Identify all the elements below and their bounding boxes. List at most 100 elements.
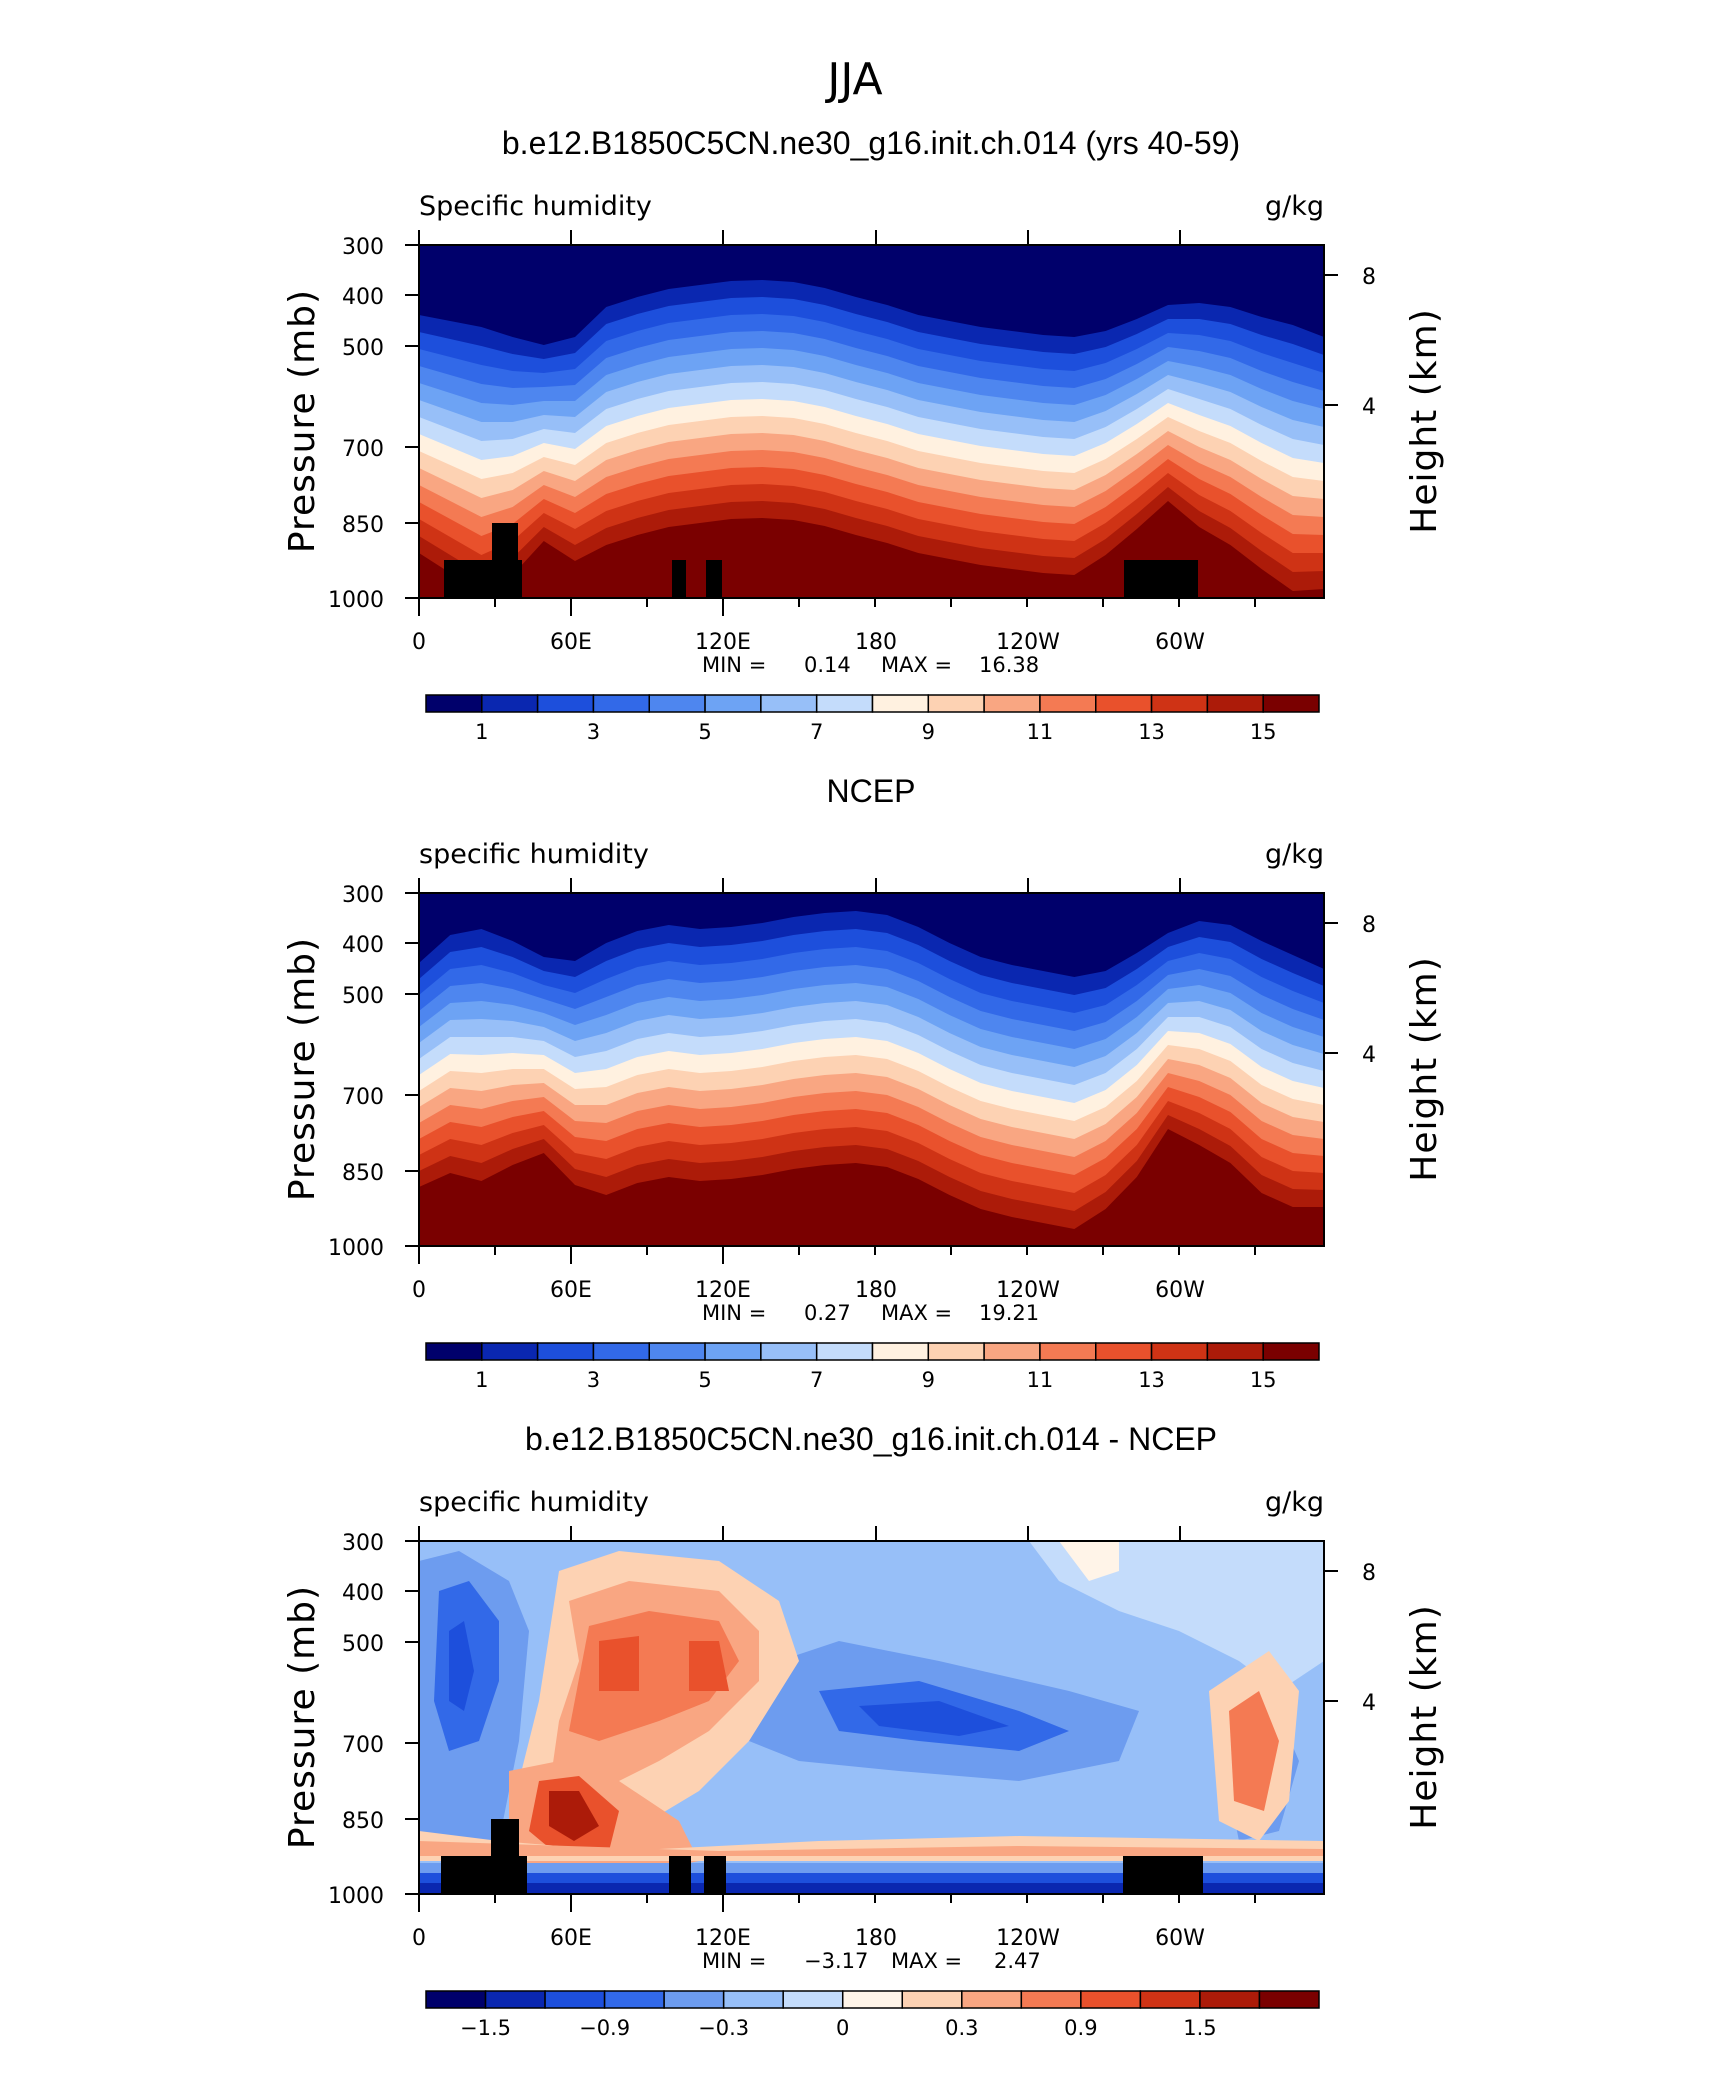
y-tick-label: 300 [342, 235, 384, 260]
y-tick-label: 400 [342, 933, 384, 958]
colorbar-swatch [983, 1342, 1041, 1361]
panel-title: NCEP [827, 773, 916, 809]
x-tick-label: 120E [695, 1278, 751, 1303]
colorbar-label: −0.9 [579, 2016, 630, 2040]
contour-field [419, 893, 1324, 1246]
contour-band [599, 1636, 639, 1691]
y-tick-label: 500 [342, 984, 384, 1009]
colorbar-swatch [927, 694, 985, 713]
x-tick-label: 60W [1155, 1278, 1205, 1303]
y-right-tick-label: 8 [1362, 265, 1376, 290]
contour-band [689, 1641, 729, 1691]
panel-ncep: NCEP specific humidity g/kg 0 60E 120E 180 1… [282, 773, 1445, 1392]
y-tick-label: 300 [342, 883, 384, 908]
colorbar-swatch [663, 1990, 725, 2009]
max-label: MAX = [891, 1949, 962, 1973]
colorbar-label: 7 [810, 1368, 823, 1392]
variable-label: specific humidity [419, 839, 649, 870]
contour-band [1229, 1691, 1279, 1811]
contour-band [419, 1841, 1324, 1856]
colorbar-label: 0.9 [1064, 2016, 1097, 2040]
variable-label: specific humidity [419, 1487, 649, 1518]
colorbar-swatch [1150, 1342, 1209, 1361]
colorbar-swatch [782, 1990, 844, 2009]
y-right-tick-label: 8 [1362, 1561, 1376, 1586]
contour-field [419, 1541, 1324, 1894]
colorbar-label: 15 [1250, 720, 1277, 744]
x-tick-label: 180 [855, 630, 897, 655]
terrain-block [441, 1856, 527, 1894]
colorbar-swatch [484, 1990, 546, 2009]
x-tick-label: 120E [695, 1926, 751, 1951]
x-tick-label: 60W [1155, 630, 1205, 655]
contour-band [419, 501, 1324, 598]
colorbar-label: 3 [587, 720, 600, 744]
colorbar-swatch [961, 1990, 1023, 2009]
colorbar-swatch [592, 694, 650, 713]
x-tick-label: 180 [855, 1278, 897, 1303]
y-tick-label: 1000 [328, 1884, 384, 1909]
max-value: 19.21 [979, 1301, 1039, 1325]
colorbar-label: 3 [587, 1368, 600, 1392]
colorbar-label: 9 [922, 1368, 935, 1392]
colorbar-swatch [648, 1342, 706, 1361]
min-label: MIN = [702, 1301, 766, 1325]
plot-frame [418, 1540, 1325, 1895]
colorbar-label: −1.5 [460, 2016, 511, 2040]
terrain-mask [441, 1819, 1203, 1894]
panel-title: b.e12.B1850C5CN.ne30_g16.init.ch.014 (yr… [502, 125, 1240, 161]
plot-frame [418, 244, 1325, 599]
terrain-block [492, 523, 518, 563]
colorbar-swatch [1039, 694, 1097, 713]
terrain-block [669, 1856, 691, 1894]
colorbar-swatch [1039, 1342, 1097, 1361]
y-tick-label: 400 [342, 285, 384, 310]
colorbar-swatch [901, 1990, 963, 2009]
colorbar-label: 9 [922, 720, 935, 744]
y-right-tick-label: 4 [1362, 1691, 1376, 1716]
colorbar-swatch [1095, 694, 1153, 713]
units-label: g/kg [1265, 191, 1324, 222]
x-tick-label: 120W [996, 630, 1060, 655]
colorbar-label: 0 [836, 2016, 849, 2040]
terrain-block [704, 1856, 726, 1894]
colorbar-swatch [1199, 1990, 1261, 2009]
colorbar-label: 1 [475, 1368, 488, 1392]
y-right-tick-label: 4 [1362, 395, 1376, 420]
y-tick-label: 700 [342, 437, 384, 462]
x-tick-label: 0 [412, 630, 426, 655]
colorbar-swatch [1262, 694, 1320, 713]
variable-label: Specific humidity [419, 191, 652, 222]
y-tick-label: 850 [342, 513, 384, 538]
max-label: MAX = [881, 653, 952, 677]
colorbar-swatch [481, 1342, 539, 1361]
y-tick-label: 1000 [328, 588, 384, 613]
max-label: MAX = [881, 1301, 952, 1325]
colorbar-swatch [1095, 1342, 1153, 1361]
terrain-block [706, 560, 722, 598]
x-tick-label: 60W [1155, 1926, 1205, 1951]
colorbar-swatch [1080, 1990, 1142, 2009]
colorbar-swatch [592, 1342, 650, 1361]
colorbar-swatch [1139, 1990, 1201, 2009]
panel-model: b.e12.B1850C5CN.ne30_g16.init.ch.014 (yr… [282, 125, 1445, 744]
figure-title: JJA [824, 54, 882, 105]
y-tick-label: 1000 [328, 1236, 384, 1261]
colorbar-label: 5 [698, 720, 711, 744]
contour-band [859, 1701, 1009, 1736]
y-tick-label: 400 [342, 1581, 384, 1606]
colorbar-swatch [871, 1342, 930, 1361]
y-axis-label: Pressure (mb) [282, 937, 323, 1201]
units-label: g/kg [1265, 1487, 1324, 1518]
colorbar-swatch [927, 1342, 985, 1361]
colorbar-swatch [815, 694, 874, 713]
colorbar-swatch [871, 694, 930, 713]
x-tick-label: 120W [996, 1926, 1060, 1951]
y-axis-right-label: Height (km) [1404, 1604, 1445, 1829]
colorbar-label: 11 [1027, 720, 1054, 744]
terrain-mask [444, 523, 1198, 598]
colorbar-label: 11 [1027, 1368, 1054, 1392]
y-axis-label: Pressure (mb) [282, 1585, 323, 1849]
colorbar-label: 1.5 [1183, 2016, 1216, 2040]
colorbar-label: 13 [1138, 720, 1165, 744]
